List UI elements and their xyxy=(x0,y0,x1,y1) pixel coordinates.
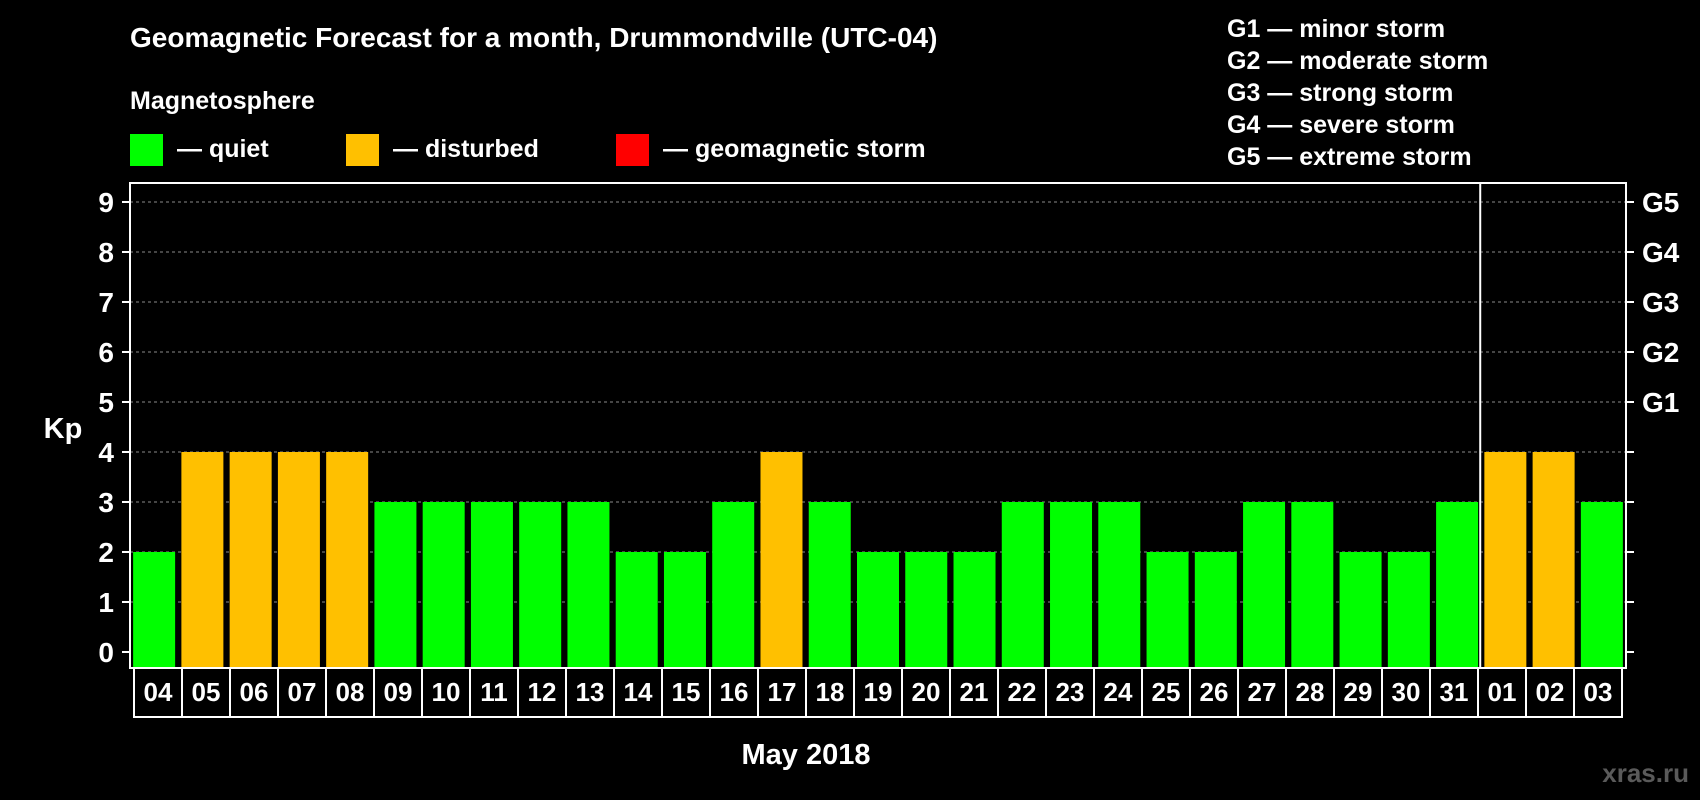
bar-03 xyxy=(1580,502,1623,667)
x-tick-label: 11 xyxy=(480,677,508,707)
x-tick-label: 19 xyxy=(864,677,893,707)
x-tick-label: 01 xyxy=(1488,677,1517,707)
legend-label-storm: — geomagnetic storm xyxy=(663,135,926,163)
bar-08 xyxy=(326,452,369,667)
y-tick-label: 5 xyxy=(98,387,114,418)
storm-level-label: G5 xyxy=(1642,187,1679,218)
legend-swatch-storm xyxy=(616,134,649,166)
x-tick-label: 04 xyxy=(144,677,173,707)
x-tick-label: 24 xyxy=(1104,677,1133,707)
storm-level-label: G1 xyxy=(1642,387,1679,418)
y-tick-label: 0 xyxy=(98,637,114,668)
x-tick-label: 10 xyxy=(432,677,461,707)
x-tick-label: 30 xyxy=(1392,677,1421,707)
bar-28 xyxy=(1291,502,1334,667)
bar-21 xyxy=(953,552,996,667)
x-axis-label: May 2018 xyxy=(742,739,871,771)
y-tick-label: 1 xyxy=(98,587,114,618)
bar-01 xyxy=(1484,452,1527,667)
bar-31 xyxy=(1436,502,1479,667)
storm-scale-g4: G4 — severe storm xyxy=(1227,111,1455,139)
bar-14 xyxy=(615,552,658,667)
x-tick-label: 31 xyxy=(1440,677,1469,707)
storm-scale-g2: G2 — moderate storm xyxy=(1227,47,1488,75)
bar-07 xyxy=(277,452,320,667)
bar-06 xyxy=(229,452,272,667)
bar-30 xyxy=(1387,552,1430,667)
y-tick-label: 2 xyxy=(98,537,114,568)
legend-label-disturbed: — disturbed xyxy=(393,135,539,163)
storm-level-label: G2 xyxy=(1642,337,1679,368)
y-tick-label: 8 xyxy=(98,237,114,268)
bar-25 xyxy=(1146,552,1189,667)
bar-11 xyxy=(470,502,513,667)
y-tick-label: 4 xyxy=(98,437,114,468)
x-tick-label: 08 xyxy=(336,677,365,707)
x-label-box xyxy=(133,667,1623,718)
bar-05 xyxy=(181,452,224,667)
bar-24 xyxy=(1098,502,1141,667)
x-tick-label: 18 xyxy=(816,677,845,707)
storm-level-label: G4 xyxy=(1642,237,1680,268)
y-tick-label: 9 xyxy=(98,187,114,218)
bar-13 xyxy=(567,502,610,667)
x-tick-label: 14 xyxy=(624,677,653,707)
x-tick-label: 02 xyxy=(1536,677,1565,707)
x-tick-label: 05 xyxy=(192,677,221,707)
bar-04 xyxy=(133,552,176,667)
y-tick-label: 6 xyxy=(98,337,114,368)
x-tick-label: 03 xyxy=(1584,677,1613,707)
x-tick-label: 26 xyxy=(1200,677,1229,707)
bar-18 xyxy=(808,502,851,667)
legend-heading: Magnetosphere xyxy=(130,87,315,115)
bar-22 xyxy=(1001,502,1044,667)
x-tick-label: 25 xyxy=(1152,677,1181,707)
x-tick-label: 15 xyxy=(672,677,701,707)
x-axis-day-labels: 04 05 06 07 08 09 10 11 12 13 14 15 16 17 18 19 20 21 22 23… xyxy=(133,667,1623,718)
storm-level-label: G3 xyxy=(1642,287,1679,318)
x-tick-label: 07 xyxy=(288,677,317,707)
x-tick-label: 29 xyxy=(1344,677,1373,707)
storm-level-axis: G1 G2 G3 G4 G5 xyxy=(1626,187,1680,653)
bar-02 xyxy=(1532,452,1575,667)
x-tick-label: 13 xyxy=(576,677,605,707)
legend-label-quiet: — quiet xyxy=(177,135,269,163)
bar-27 xyxy=(1243,502,1286,667)
x-tick-label: 22 xyxy=(1008,677,1037,707)
bar-29 xyxy=(1339,552,1382,667)
bar-15 xyxy=(663,552,706,667)
x-tick-label: 20 xyxy=(912,677,941,707)
bar-12 xyxy=(519,502,562,667)
y-axis-ticks: 0 1 2 3 4 5 6 7 8 9 xyxy=(98,187,130,668)
x-tick-label: 16 xyxy=(720,677,749,707)
watermark: xras.ru xyxy=(1602,758,1689,788)
y-tick-label: 7 xyxy=(98,287,114,318)
x-tick-label: 28 xyxy=(1296,677,1325,707)
y-axis-label: Kp xyxy=(44,413,83,445)
bars xyxy=(133,452,1623,667)
y-tick-label: 3 xyxy=(98,487,114,518)
storm-scale-g5: G5 — extreme storm xyxy=(1227,143,1472,171)
bar-16 xyxy=(712,502,755,667)
x-tick-label: 17 xyxy=(768,677,797,707)
legend-swatch-quiet xyxy=(130,134,163,166)
chart-title: Geomagnetic Forecast for a month, Drummo… xyxy=(130,22,937,53)
bar-19 xyxy=(857,552,899,667)
bar-10 xyxy=(422,502,465,667)
bar-23 xyxy=(1050,502,1093,667)
bar-26 xyxy=(1194,552,1237,667)
legend-swatch-disturbed xyxy=(346,134,379,166)
bar-17 xyxy=(760,452,803,667)
x-tick-label: 27 xyxy=(1248,677,1277,707)
storm-scale-g1: G1 — minor storm xyxy=(1227,15,1445,43)
x-tick-label: 23 xyxy=(1056,677,1085,707)
bar-09 xyxy=(374,502,417,667)
x-tick-label: 21 xyxy=(960,677,989,707)
x-tick-label: 09 xyxy=(384,677,413,707)
x-tick-label: 06 xyxy=(240,677,269,707)
storm-scale-g3: G3 — strong storm xyxy=(1227,79,1453,107)
bar-20 xyxy=(905,552,948,667)
x-tick-label: 12 xyxy=(528,677,557,707)
